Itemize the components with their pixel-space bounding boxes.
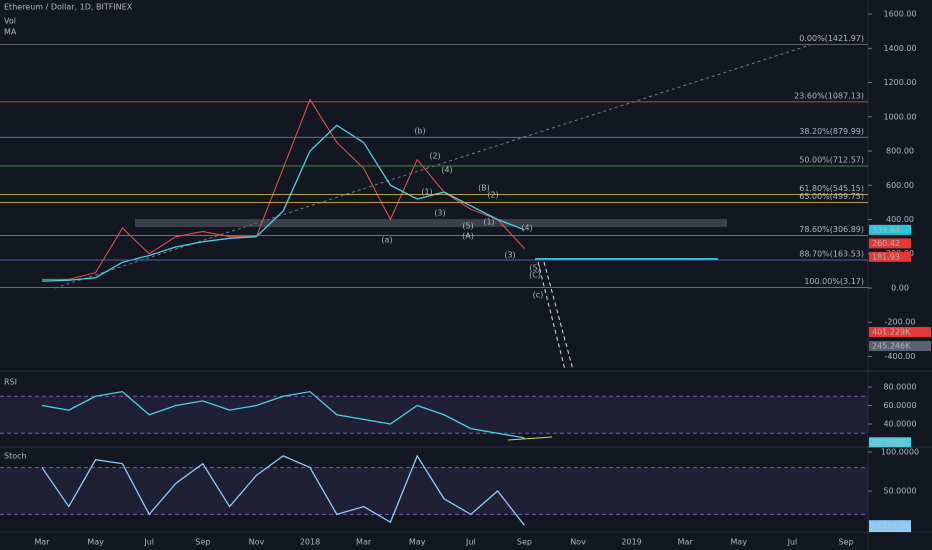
x-tick-label: Mar: [678, 538, 694, 547]
fib-trend-line: [54, 44, 811, 289]
y-tick-label: 60.0000: [883, 401, 916, 410]
x-tick-label: May: [87, 538, 104, 547]
wave-label: (A): [462, 232, 474, 241]
indicator-label: MA: [4, 28, 17, 37]
x-tick-label: May: [731, 538, 748, 547]
x-tick-label: Sep: [838, 538, 853, 547]
price-tag-label: 260.42: [872, 239, 900, 248]
pane-title: RSI: [4, 378, 17, 387]
y-tick-label: 800.00: [886, 147, 914, 156]
y-tick-label: 0.00: [891, 283, 909, 292]
y-tick-label: 600.00: [886, 181, 914, 190]
value-tag-label: 20.2107: [872, 438, 905, 447]
pane-title: Stoch: [4, 452, 27, 461]
series-line: [41, 454, 525, 526]
y-tick-label: 1200.00: [883, 78, 916, 87]
fib-label: 65.00%(499.75): [799, 192, 864, 201]
x-tick-label: Nov: [249, 538, 265, 547]
y-tick-label: -400.00: [885, 352, 916, 361]
y-tick-label: 40.0000: [883, 420, 916, 429]
y-tick-label: 1600.00: [883, 10, 916, 19]
fib-label: 88.70%(163.53): [799, 249, 864, 258]
y-tick-label: 400.00: [886, 215, 914, 224]
series-line: [41, 390, 525, 439]
wave-label: (4): [521, 224, 532, 233]
x-tick-label: Jul: [143, 538, 154, 547]
x-tick-label: Nov: [570, 538, 586, 547]
wave-label: (a): [381, 236, 392, 245]
volume-tag: [869, 327, 931, 337]
x-tick-label: Sep: [195, 538, 210, 547]
wave-label: (5): [529, 264, 540, 273]
x-tick-label: Mar: [34, 538, 50, 547]
wave-label: (C): [529, 271, 541, 280]
fib-label: 61.80%(545.15): [799, 184, 864, 193]
y-tick-label: 100.0000: [881, 447, 919, 456]
fib-label: 0.00%(1421.97): [799, 34, 864, 43]
price-tag: [869, 238, 911, 249]
wave-label: (5): [462, 222, 473, 231]
price-tag-label: 339.64: [872, 225, 900, 234]
projection-line: [537, 261, 566, 371]
wave-label: (2): [487, 191, 498, 200]
wave-label: (b): [414, 127, 425, 136]
series-line: [42, 98, 525, 280]
price-tag: [869, 224, 911, 235]
price-tag-label: 181.93: [872, 252, 900, 261]
projection-line: [543, 261, 574, 371]
volume-tag: [869, 341, 931, 351]
x-tick-label: Jul: [465, 538, 476, 547]
price-tag: [869, 251, 911, 262]
fib-label: 38.20%(879.99): [799, 127, 864, 136]
band: [0, 467, 868, 515]
value-tag-label: 3.8197: [872, 523, 900, 532]
y-tick-label: 1000.00: [883, 112, 916, 121]
fib-label: 100.00%(3.17): [804, 277, 864, 286]
value-tag: [869, 522, 911, 533]
y-tick-label: 50.0000: [883, 486, 916, 495]
wave-label: (2): [429, 152, 440, 161]
wave-label: (3): [434, 209, 445, 218]
y-tick-label: -200.00: [885, 318, 916, 327]
y-tick-label: 80.0000: [883, 383, 916, 392]
fib-label: 50.00%(712.57): [799, 155, 864, 164]
volume-tag-label: 245.246K: [872, 342, 911, 351]
wave-label: (B): [478, 184, 490, 193]
rsi-trend-line: [507, 436, 553, 441]
wave-label: (1): [421, 188, 432, 197]
series-line: [41, 124, 525, 282]
resistance-zone: [135, 219, 727, 227]
volume-tag-label: 401.229K: [872, 328, 911, 337]
x-tick-label: Jul: [787, 538, 798, 547]
x-tick-label: Sep: [517, 538, 532, 547]
wave-label: (4): [441, 166, 452, 175]
symbol-title: Ethereum / Dollar, 1D, BITFINEX: [4, 3, 133, 12]
fib-label: 78.60%(306.89): [799, 225, 864, 234]
wave-label: (c): [533, 291, 544, 300]
x-tick-label: 2019: [621, 538, 641, 547]
value-tag: [869, 437, 911, 448]
fib-label: 23.60%(1087.13): [794, 91, 864, 100]
indicator-label: Vol: [4, 17, 16, 26]
x-tick-label: May: [409, 538, 426, 547]
wave-label: (1): [483, 218, 494, 227]
band: [0, 396, 868, 434]
x-tick-label: Mar: [356, 538, 372, 547]
y-tick-label: 1400.00: [883, 44, 916, 53]
x-tick-label: 2018: [300, 538, 320, 547]
wave-label: (3): [504, 251, 515, 260]
